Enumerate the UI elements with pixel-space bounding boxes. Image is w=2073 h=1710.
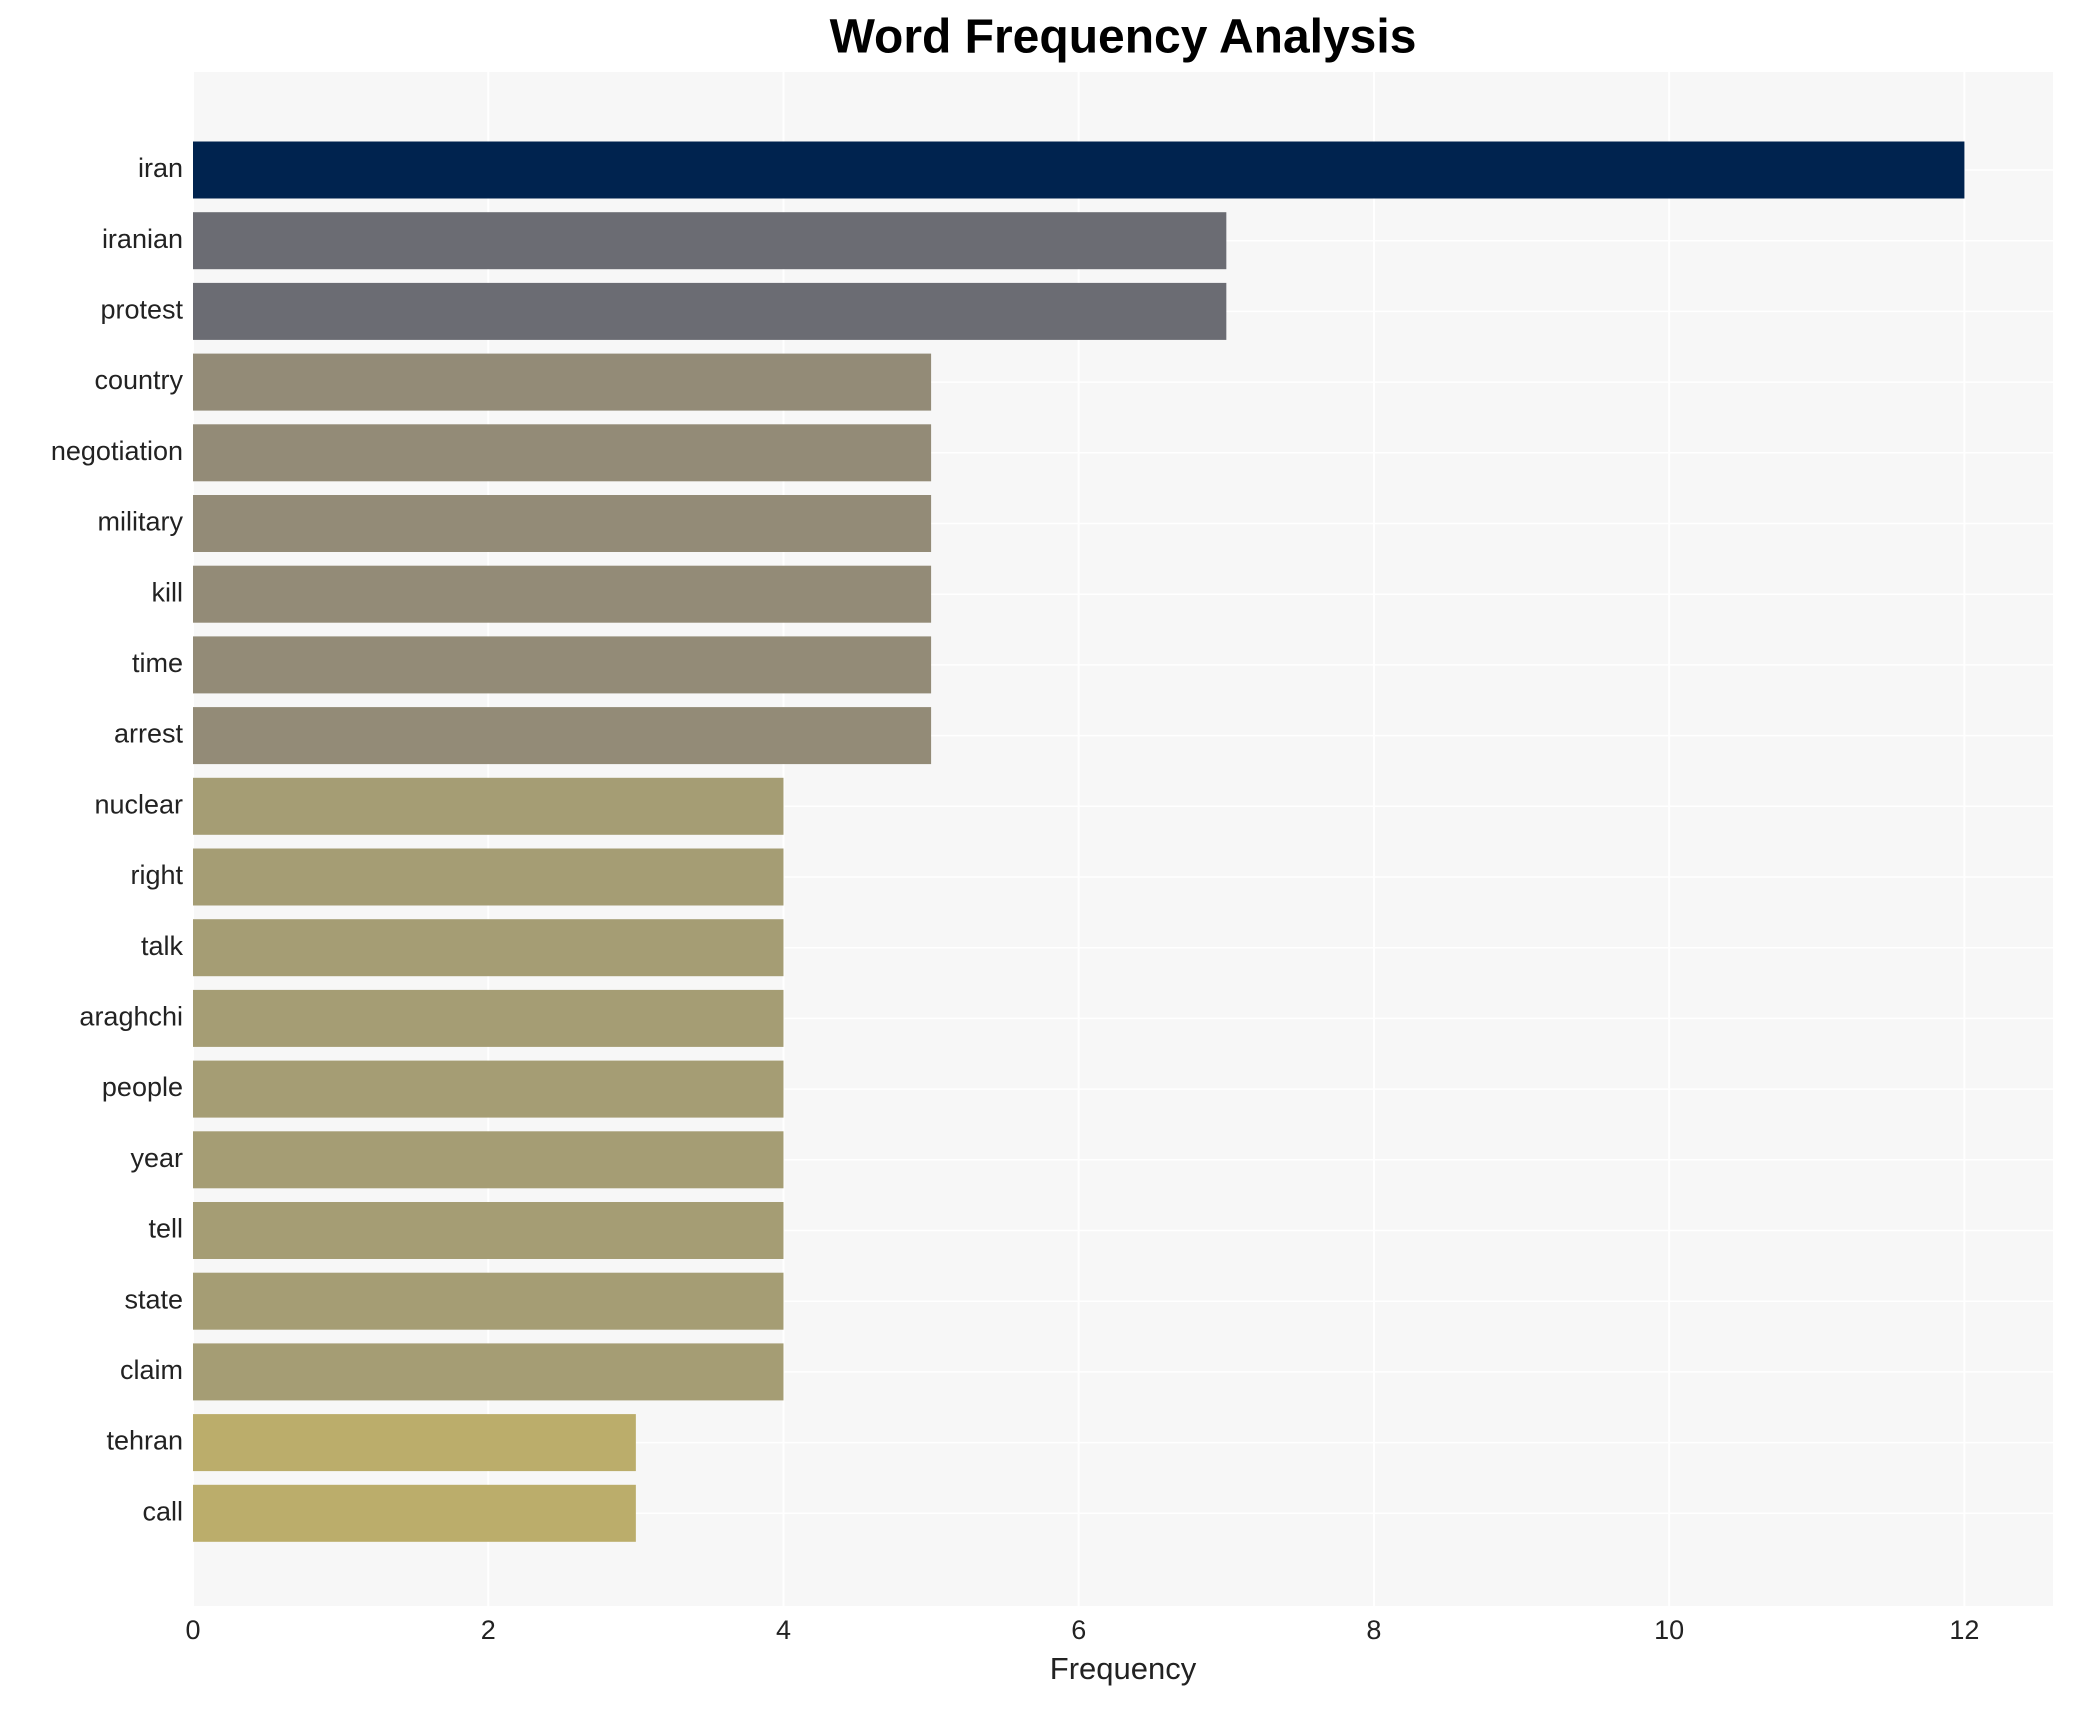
bar — [193, 636, 932, 694]
y-tick-label: time — [132, 648, 183, 678]
bar — [193, 141, 1965, 199]
x-axis-label: Frequency — [1050, 1651, 1197, 1686]
y-tick-label: iranian — [102, 224, 183, 254]
y-tick-label: iran — [138, 153, 183, 183]
y-tick-label: tehran — [106, 1426, 183, 1456]
x-tick-label: 6 — [1071, 1615, 1086, 1645]
y-tick-label: kill — [152, 577, 184, 607]
bar — [193, 495, 932, 552]
bar — [193, 1131, 784, 1189]
bar — [193, 282, 1227, 340]
x-tick-label: 4 — [776, 1615, 791, 1645]
bar — [193, 848, 784, 906]
bar — [193, 1272, 784, 1330]
y-tick-label: claim — [120, 1355, 183, 1385]
y-tick-label: protest — [100, 295, 183, 325]
chart-title: Word Frequency Analysis — [830, 11, 1417, 64]
y-tick-label: tell — [148, 1214, 183, 1244]
bar — [193, 1343, 784, 1401]
y-tick-label: nuclear — [94, 789, 183, 819]
y-tick-label: state — [124, 1284, 183, 1314]
x-tick-label: 10 — [1654, 1615, 1684, 1645]
x-tick-label: 8 — [1366, 1615, 1381, 1645]
y-tick-label: right — [130, 860, 183, 890]
x-tick-label: 12 — [1949, 1615, 1979, 1645]
y-tick-label: call — [142, 1496, 183, 1526]
x-tick-label: 0 — [185, 1615, 200, 1645]
y-tick-label: military — [98, 507, 184, 537]
bar — [193, 353, 932, 411]
bar — [193, 777, 784, 835]
x-tick-label: 2 — [481, 1615, 496, 1645]
y-tick-label: negotiation — [51, 436, 183, 466]
bar — [193, 919, 784, 977]
y-tick-label: araghchi — [79, 1002, 183, 1032]
bar — [193, 989, 784, 1047]
y-tick-label: year — [130, 1143, 183, 1173]
bar — [193, 1414, 636, 1472]
bar — [193, 212, 1227, 270]
bar — [193, 424, 932, 482]
bar — [193, 707, 932, 765]
bar — [193, 565, 932, 623]
bar — [193, 1060, 784, 1118]
y-tick-label: country — [94, 365, 183, 395]
y-tick-label: people — [102, 1072, 183, 1102]
y-tick-label: arrest — [114, 719, 184, 749]
y-tick-label: talk — [141, 931, 184, 961]
bar — [193, 1202, 784, 1259]
bar — [193, 1484, 636, 1542]
